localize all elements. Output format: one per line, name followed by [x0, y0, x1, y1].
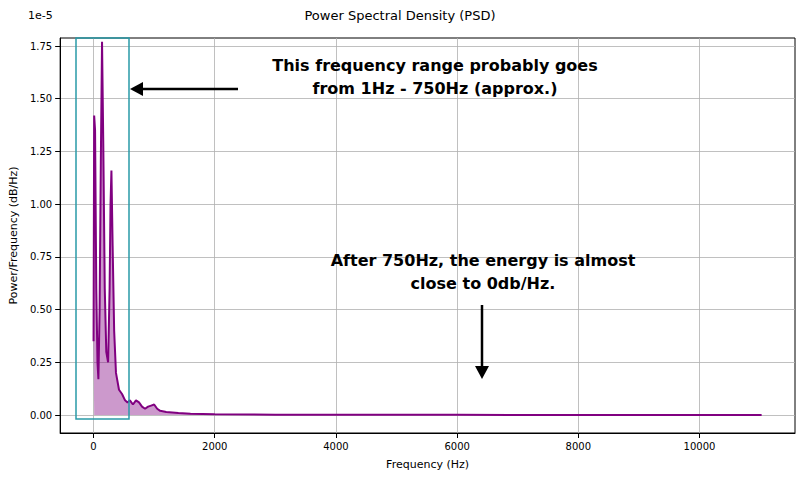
svg-text:1.25: 1.25	[30, 146, 52, 157]
svg-text:10000: 10000	[684, 441, 716, 452]
svg-text:Power/Frequency (dB/Hz): Power/Frequency (dB/Hz)	[7, 166, 20, 304]
svg-text:1.75: 1.75	[30, 41, 52, 52]
svg-text:This frequency range probably: This frequency range probably goes	[272, 56, 597, 75]
svg-text:0.25: 0.25	[30, 357, 52, 368]
svg-text:0.00: 0.00	[30, 410, 52, 421]
svg-text:1.00: 1.00	[30, 199, 52, 210]
svg-text:0.50: 0.50	[30, 304, 52, 315]
svg-text:2000: 2000	[202, 441, 227, 452]
svg-text:6000: 6000	[444, 441, 469, 452]
svg-text:1e-5: 1e-5	[28, 9, 53, 22]
svg-text:from 1Hz - 750Hz (approx.): from 1Hz - 750Hz (approx.)	[313, 79, 558, 98]
svg-text:After 750Hz, the energy is alm: After 750Hz, the energy is almost	[331, 251, 636, 270]
svg-text:Power Spectral Density (PSD): Power Spectral Density (PSD)	[304, 8, 495, 23]
svg-text:0: 0	[90, 441, 96, 452]
svg-text:0.75: 0.75	[30, 251, 52, 262]
svg-text:close to 0db/Hz.: close to 0db/Hz.	[411, 274, 556, 293]
svg-text:1.50: 1.50	[30, 93, 52, 104]
svg-text:Frequency (Hz): Frequency (Hz)	[386, 458, 469, 471]
svg-text:4000: 4000	[323, 441, 348, 452]
svg-text:8000: 8000	[566, 441, 591, 452]
